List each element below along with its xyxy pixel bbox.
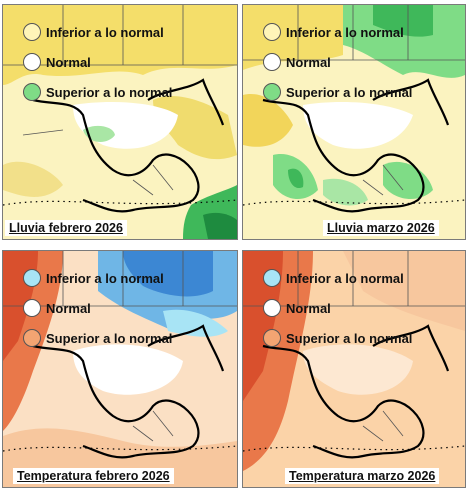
legend-item-below-normal: Inferior a lo normal [263,17,412,47]
normal-swatch-icon [263,299,281,317]
below-normal-swatch-icon [263,269,281,287]
rain-march-map [243,5,465,239]
panel-caption: Temperatura febrero 2026 [13,468,174,484]
below-normal-swatch-icon [263,23,281,41]
map-panel-rain-february: Inferior a lo normal Normal Superior a l… [2,4,238,240]
legend-label: Normal [46,54,91,70]
legend-item-below-normal: Inferior a lo normal [23,263,172,293]
legend-label: Superior a lo normal [286,84,413,100]
rain-february-map [3,5,237,239]
legend-label: Superior a lo normal [286,330,413,346]
normal-swatch-icon [23,53,41,71]
below-normal-swatch-icon [23,269,41,287]
legend-item-normal: Normal [23,293,172,323]
legend-item-normal: Normal [263,293,412,323]
map-panel-rain-march: Inferior a lo normal Normal Superior a l… [242,4,466,240]
legend-label: Superior a lo normal [46,330,173,346]
legend-item-above-normal: Superior a lo normal [263,323,412,353]
map-panel-temperature-february: Inferior a lo normal Normal Superior a l… [2,250,238,488]
legend: Inferior a lo normal Normal Superior a l… [263,263,412,353]
panel-caption: Temperatura marzo 2026 [285,468,440,484]
legend-label: Inferior a lo normal [286,24,404,40]
panel-caption: Lluvia marzo 2026 [323,220,439,236]
legend-label: Inferior a lo normal [46,270,164,286]
legend-label: Normal [286,300,331,316]
legend-item-normal: Normal [23,47,172,77]
above-normal-swatch-icon [23,329,41,347]
legend-item-normal: Normal [263,47,412,77]
legend-item-below-normal: Inferior a lo normal [263,263,412,293]
legend-item-above-normal: Superior a lo normal [23,323,172,353]
legend-label: Normal [286,54,331,70]
above-normal-swatch-icon [263,83,281,101]
panel-caption: Lluvia febrero 2026 [5,220,127,236]
below-normal-swatch-icon [23,23,41,41]
legend: Inferior a lo normal Normal Superior a l… [263,17,412,107]
normal-swatch-icon [23,299,41,317]
legend-label: Inferior a lo normal [286,270,404,286]
temperature-march-map [243,251,465,487]
legend: Inferior a lo normal Normal Superior a l… [23,263,172,353]
normal-swatch-icon [263,53,281,71]
legend-item-above-normal: Superior a lo normal [263,77,412,107]
legend: Inferior a lo normal Normal Superior a l… [23,17,172,107]
above-normal-swatch-icon [23,83,41,101]
legend-label: Inferior a lo normal [46,24,164,40]
map-panel-temperature-march: Inferior a lo normal Normal Superior a l… [242,250,466,488]
legend-label: Superior a lo normal [46,84,173,100]
above-normal-swatch-icon [263,329,281,347]
legend-item-above-normal: Superior a lo normal [23,77,172,107]
legend-label: Normal [46,300,91,316]
legend-item-below-normal: Inferior a lo normal [23,17,172,47]
